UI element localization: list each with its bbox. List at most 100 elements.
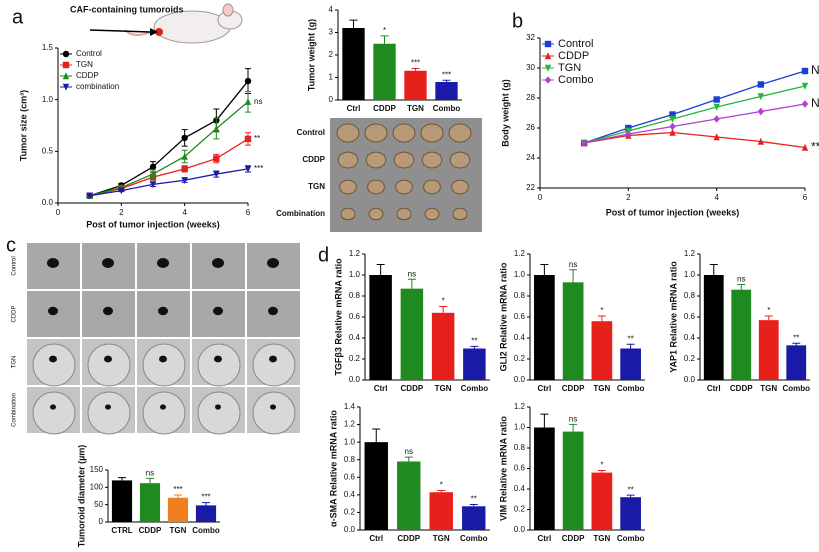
bar xyxy=(435,82,458,100)
error-bar xyxy=(626,494,635,498)
tumor-specimen xyxy=(337,151,359,169)
error-bar xyxy=(380,35,389,44)
tumoroid xyxy=(214,355,222,363)
well-ring xyxy=(197,391,241,435)
significance: ns xyxy=(737,275,745,284)
x-tick-label: CDDP xyxy=(730,384,753,393)
legend-label: TGN xyxy=(558,62,581,74)
bar xyxy=(397,461,421,530)
series-line xyxy=(583,85,806,144)
x-tick-label: TGN xyxy=(760,384,777,393)
tumor-specimen xyxy=(392,123,416,143)
well-ring xyxy=(142,343,186,387)
bar xyxy=(562,431,584,530)
bar xyxy=(167,497,189,522)
tumor-specimen xyxy=(423,179,441,195)
error-bar xyxy=(349,19,358,28)
bar xyxy=(591,472,613,530)
tumor-specimen xyxy=(336,123,360,143)
y-tick-label: 0 xyxy=(99,517,104,526)
y-tick-label: 30 xyxy=(526,63,535,72)
y-tick-label: 1.0 xyxy=(344,437,356,446)
marker xyxy=(213,155,220,162)
marker xyxy=(757,107,765,116)
y-tick-label: 1.2 xyxy=(514,402,526,411)
significance: * xyxy=(600,306,603,315)
legend-label: TGN xyxy=(76,60,93,69)
error-bar xyxy=(146,477,154,484)
y-tick-label: 0 xyxy=(329,95,334,104)
marker xyxy=(149,170,157,178)
tumor-specimen xyxy=(452,207,468,221)
legend-marker xyxy=(544,64,552,72)
significance: ** xyxy=(628,485,634,494)
marker xyxy=(801,67,809,75)
x-tick-label: CDDP xyxy=(139,526,162,535)
panel-letter: d xyxy=(318,244,329,266)
y-tick-label: 0.8 xyxy=(514,291,526,300)
error-bar xyxy=(376,264,385,275)
x-tick-label: Combo xyxy=(617,534,645,543)
marker xyxy=(669,115,676,123)
error-bar xyxy=(411,68,420,71)
y-tick-label: 22 xyxy=(526,183,535,192)
tumor-specimen xyxy=(424,207,440,221)
tumor-specimen xyxy=(365,151,387,169)
x-tick-label: Combo xyxy=(433,104,461,113)
y-tick-label: 32 xyxy=(526,33,535,42)
y-tick-label: 24 xyxy=(526,153,535,162)
x-tick-label: Combo xyxy=(617,384,645,393)
bar xyxy=(369,275,392,380)
y-tick-label: 0.4 xyxy=(349,333,361,342)
legend-label: Control xyxy=(76,49,102,58)
y-tick-label: 1.0 xyxy=(514,423,526,432)
y-tick-label: 100 xyxy=(90,482,104,491)
error-bar xyxy=(737,283,746,290)
significance: * xyxy=(600,461,603,470)
marker xyxy=(244,165,252,173)
series-line xyxy=(584,103,806,144)
significance: NS xyxy=(811,63,819,77)
y-tick-label: 50 xyxy=(94,500,103,509)
tumoroid xyxy=(49,355,57,363)
significance: ** xyxy=(793,333,799,342)
x-tick-label: Ctrl xyxy=(369,534,383,543)
x-tick-label: 4 xyxy=(182,208,187,217)
y-tick-label: 0.5 xyxy=(42,146,54,155)
x-tick-label: CDDP xyxy=(562,534,585,543)
significance: ** xyxy=(471,495,477,504)
y-tick-label: 1.0 xyxy=(514,270,526,279)
tumoroid xyxy=(269,355,277,363)
marker xyxy=(580,139,588,147)
x-tick-label: Combo xyxy=(782,384,810,393)
y-tick-label: 28 xyxy=(526,93,535,102)
bar xyxy=(404,70,427,100)
significance: *** xyxy=(411,59,420,68)
marker xyxy=(713,96,720,103)
marker xyxy=(625,130,632,138)
tumoroid xyxy=(270,404,276,410)
significance: * xyxy=(440,481,443,490)
y-tick-label: 0.8 xyxy=(349,291,361,300)
y-axis-label: Tumor size (cm³) xyxy=(18,90,28,161)
significance: * xyxy=(442,297,445,306)
bar xyxy=(373,43,396,100)
tumoroid xyxy=(47,258,59,268)
x-axis-label: Post of tumor injection (weeks) xyxy=(86,219,220,229)
marker xyxy=(181,134,188,142)
error-bar xyxy=(469,504,478,507)
error-bar xyxy=(626,343,635,349)
y-tick-label: 0.8 xyxy=(684,291,696,300)
y-axis-label: GLI2 Relative mRNA ratio xyxy=(498,262,508,371)
marker xyxy=(118,187,125,195)
tumoroid xyxy=(158,306,168,316)
marker xyxy=(244,77,252,85)
well-ring xyxy=(87,391,131,435)
legend-marker xyxy=(544,52,552,60)
tumor-specimen xyxy=(339,179,357,195)
bar xyxy=(703,275,724,380)
y-tick-label: 1.0 xyxy=(349,270,361,279)
significance: *** xyxy=(201,493,210,502)
x-tick-label: TGN xyxy=(593,384,610,393)
